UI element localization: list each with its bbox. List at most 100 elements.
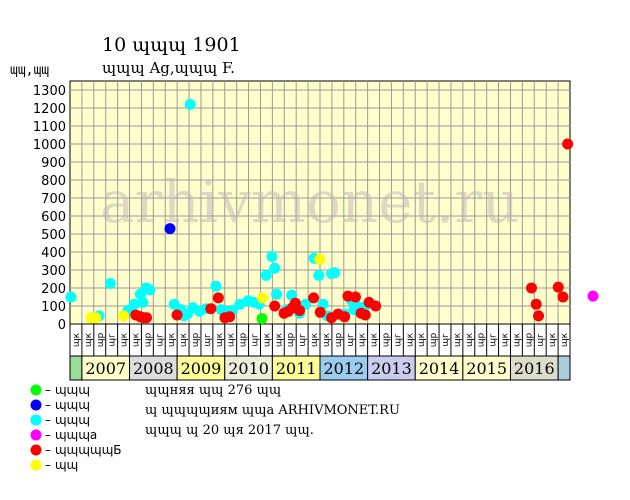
data-point xyxy=(90,312,102,324)
data-point xyxy=(294,305,306,316)
data-point xyxy=(144,284,156,296)
y-tick-label: 300 xyxy=(41,264,66,279)
data-point xyxy=(530,298,542,310)
year-label: 2007 xyxy=(85,359,126,378)
quarter-label: ɰк xyxy=(370,332,380,347)
quarter-label: ɰк xyxy=(72,332,82,347)
year-label: 2009 xyxy=(181,359,222,378)
data-point xyxy=(65,291,77,303)
quarter-label: ɰг xyxy=(298,333,308,347)
legend-label: – ɰɰɰ xyxy=(45,413,90,427)
data-point xyxy=(562,138,574,150)
data-point xyxy=(314,253,326,265)
quarter-label: ɰк xyxy=(167,332,177,347)
year-label: 2008 xyxy=(133,359,174,378)
quarter-label: ɰг xyxy=(155,333,165,347)
y-tick-label: 1200 xyxy=(33,102,66,117)
quarter-label: ɰк xyxy=(322,332,332,347)
year-band xyxy=(557,355,571,381)
quarter-label: ɰр xyxy=(191,332,201,347)
quarter-label: ɰр xyxy=(239,332,249,347)
quarter-label: ɰг xyxy=(251,333,261,347)
y-tick-label: 1100 xyxy=(33,120,66,135)
quarter-label: ɰк xyxy=(405,332,415,347)
data-point xyxy=(210,280,222,292)
legend-label: – ɰɰɰ xyxy=(45,383,90,397)
legend-swatch xyxy=(30,429,42,441)
quarter-label: ɰр xyxy=(429,332,439,347)
data-point xyxy=(314,306,326,318)
quarter-label: ɰк xyxy=(179,332,189,347)
legend-label: – ɰɰɰɰɰБ xyxy=(45,443,122,457)
quarter-label: ɰк xyxy=(274,332,284,347)
quarter-label: ɰк xyxy=(465,332,475,347)
info-line-2: ɰ ɰɰɰɰиям ɰɰа ARHIVMONET.RU xyxy=(145,403,400,418)
y-tick-label: 700 xyxy=(41,192,66,207)
data-point xyxy=(269,262,281,274)
data-point xyxy=(526,282,538,294)
data-point xyxy=(137,296,149,308)
year-label: 2016 xyxy=(514,359,555,378)
quarter-label: ɰр xyxy=(286,332,296,347)
data-point xyxy=(212,292,224,304)
data-point xyxy=(184,98,196,110)
data-point xyxy=(533,310,545,322)
year-band xyxy=(176,355,226,381)
data-point xyxy=(260,269,272,281)
quarter-label: ɰр xyxy=(477,332,487,347)
data-point xyxy=(269,300,281,312)
data-point xyxy=(266,251,278,262)
data-point xyxy=(224,311,236,323)
data-point xyxy=(370,300,382,312)
quarter-label: ɰк xyxy=(215,332,225,347)
data-point xyxy=(587,290,599,302)
data-point xyxy=(118,310,130,322)
quarter-label: ɰр xyxy=(143,332,153,347)
legend-swatch xyxy=(30,414,42,426)
data-point xyxy=(339,311,351,323)
quarter-label: ɰг xyxy=(489,333,499,347)
data-point xyxy=(164,223,176,235)
quarter-label: ɰк xyxy=(417,332,427,347)
year-band xyxy=(367,355,416,381)
quarter-label: ɰк xyxy=(512,332,522,347)
quarter-label: ɰг xyxy=(108,333,118,347)
y-tick-label: 400 xyxy=(41,246,66,261)
data-point xyxy=(171,309,183,321)
watermark: arhivmonet.ru xyxy=(100,168,519,236)
data-point xyxy=(552,281,564,293)
data-point xyxy=(256,313,268,325)
quarter-label: ɰг xyxy=(536,333,546,347)
chart-title: 10 ɰɰɰ 1901 xyxy=(102,34,241,56)
quarter-label: ɰк xyxy=(548,332,558,347)
year-label: 2015 xyxy=(466,359,507,378)
y-tick-labels: 0 100 200 300 400 500 600 700 800 900 1000 1100 1200… xyxy=(33,84,66,333)
y-tick-label: 600 xyxy=(41,210,66,225)
y-tick-label: 500 xyxy=(41,228,66,243)
quarter-label: ɰк xyxy=(262,332,272,347)
quarter-label: ɰг xyxy=(393,333,403,347)
data-point xyxy=(128,298,140,310)
data-point xyxy=(359,309,371,321)
y-tick-label: 1300 xyxy=(33,84,66,99)
y-tick-label: 0 xyxy=(58,318,66,333)
y-tick-label: 800 xyxy=(41,174,66,189)
year-label: 2013 xyxy=(371,359,412,378)
quarter-label: ɰг xyxy=(203,333,213,347)
year-label: 2014 xyxy=(419,359,460,378)
data-point xyxy=(141,312,153,324)
year-label: 2011 xyxy=(276,359,317,378)
data-points xyxy=(65,98,599,325)
chart-subtitle: ɰɰɰ Ag,ɰɰɰ F. xyxy=(102,59,235,77)
quarter-label: ɰк xyxy=(501,332,511,347)
legend-swatch xyxy=(30,444,42,456)
legend-label: – ɰɰ xyxy=(45,458,78,472)
legend-label: – ɰɰɰа xyxy=(45,428,97,442)
data-point xyxy=(234,298,246,310)
quarter-label: ɰк xyxy=(453,332,463,347)
year-band xyxy=(462,355,511,381)
year-band xyxy=(129,355,178,381)
legend-swatch xyxy=(30,459,42,471)
quarter-label: ɰк xyxy=(310,332,320,347)
